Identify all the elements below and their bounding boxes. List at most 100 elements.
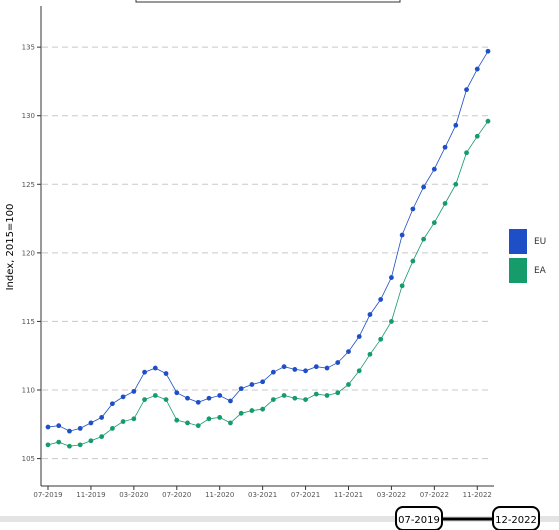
data-point-eu [281,364,287,370]
data-point-eu [431,166,437,172]
data-point-ea [303,397,308,402]
data-point-eu [313,364,319,370]
data-point-eu [410,206,416,212]
data-point-ea [238,410,244,416]
data-point-ea [185,420,190,426]
data-point-ea [120,419,126,424]
y-ticks: 105 110 115 120 125 130 135 [22,44,41,463]
data-point-ea [195,423,201,429]
data-point-eu [120,394,126,400]
y-axis-title: Index, 2015=100 [5,204,16,291]
data-point-eu [56,423,62,429]
data-point-ea [88,438,94,444]
data-point-eu [399,232,405,238]
data-point-eu [67,428,72,434]
x-tick-label: 11-2020 [205,491,234,499]
y-tick-label: 115 [22,318,35,326]
data-point-eu [442,144,448,150]
data-point-eu [367,312,373,317]
series [45,48,491,449]
data-point-ea [260,406,266,412]
data-point-eu [270,369,276,375]
data-point-ea [453,181,459,187]
data-point-ea [464,150,469,156]
data-point-eu [206,395,212,401]
data-point-ea [163,397,169,402]
data-point-ea [474,133,480,139]
data-point-eu [238,386,244,392]
top-box [135,0,401,3]
axes [40,6,494,487]
x-tick-label: 03-2021 [248,491,277,499]
data-point-ea [356,368,362,374]
time-slider: 07-2019 12-2022 [0,506,559,530]
data-point-eu [142,369,147,375]
slider-end-handle[interactable]: 12-2022 [492,506,540,530]
data-point-ea [249,408,255,413]
data-point-eu [99,415,105,420]
data-point-eu [324,365,330,371]
data-point-ea [228,420,233,426]
data-point-eu [217,393,223,398]
data-point-ea [389,319,394,324]
data-point-ea [270,397,276,402]
data-point-eu [174,390,180,396]
data-point-ea [67,443,72,449]
slider-start-handle[interactable]: 07-2019 [395,506,443,530]
slider-start-label: 07-2019 [398,515,440,526]
y-tick-label: 125 [22,181,35,189]
x-ticks: 07-2019 11-2019 03-2020 07-2020 11-2020 03-20… [33,486,492,499]
legend-swatch-eu [509,229,527,254]
x-tick-label: 07-2019 [33,491,62,499]
x-tick-label: 03-2020 [119,491,148,499]
data-point-ea [313,391,319,397]
y-tick-label: 130 [22,112,35,120]
series-line-eu [47,51,489,432]
data-point-eu [389,275,394,280]
data-point-ea [142,397,147,402]
data-point-ea [431,220,437,226]
x-tick-label: 03-2022 [377,491,406,499]
data-point-ea [346,382,351,387]
data-point-eu [260,379,266,385]
data-point-ea [131,416,137,422]
data-point-ea [442,201,448,206]
legend-label-eu: EU [534,237,546,247]
data-point-eu [77,426,83,431]
grid-lines [42,46,492,460]
data-point-ea [77,442,83,448]
x-tick-label: 07-2022 [420,491,449,499]
legend-label-ea: EA [534,266,547,276]
legend-swatch-ea [509,258,527,283]
data-point-eu [131,388,137,394]
y-tick-label: 105 [22,455,35,463]
data-point-eu [453,122,459,128]
data-point-eu [109,401,115,407]
data-point-ea [335,390,341,396]
data-point-ea [324,393,330,398]
y-tick-label: 135 [22,44,35,52]
data-point-eu [474,66,480,72]
data-point-ea [206,416,212,422]
data-point-ea [217,415,223,420]
data-point-eu [163,371,169,376]
data-point-ea [410,258,416,264]
data-point-ea [45,442,51,448]
data-point-ea [421,236,427,242]
data-point-ea [174,417,180,423]
data-point-ea [399,283,405,289]
data-point-ea [367,351,373,357]
data-point-eu [249,382,255,387]
x-tick-label: 07-2020 [162,491,191,499]
data-point-eu [346,349,351,354]
data-point-eu [303,368,308,374]
data-point-ea [378,336,384,342]
data-point-eu [378,297,384,302]
x-tick-label: 11-2021 [334,491,363,499]
data-point-eu [335,360,341,365]
data-point-ea [281,393,287,398]
x-tick-label: 11-2019 [76,491,105,499]
data-point-eu [356,334,362,339]
data-point-ea [109,426,115,431]
